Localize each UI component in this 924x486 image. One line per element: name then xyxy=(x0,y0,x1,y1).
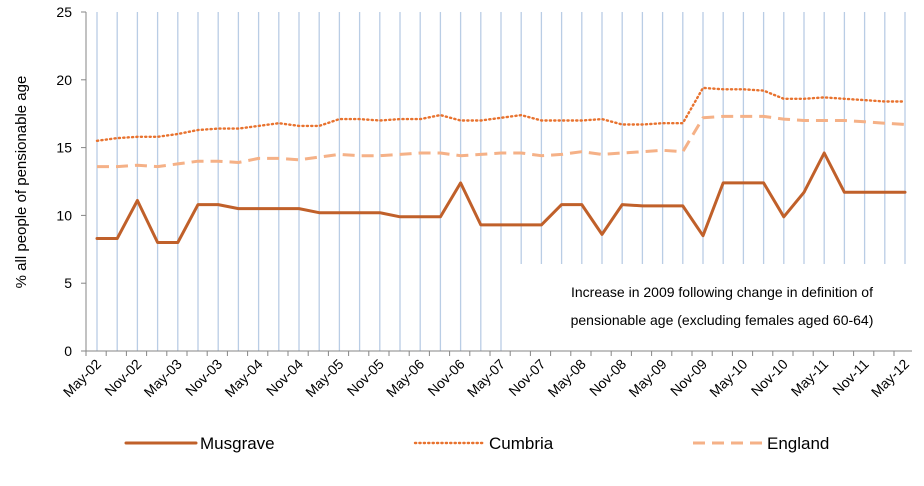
y-tick-label: 10 xyxy=(56,207,72,223)
x-ticks: May-02Nov-02May-03Nov-03May-04Nov-04May-… xyxy=(60,351,912,400)
x-tick-label: May-04 xyxy=(221,356,265,400)
y-tick-label: 0 xyxy=(64,343,72,359)
x-tick-label: Nov-08 xyxy=(586,356,629,399)
legend-label-cumbria: Cumbria xyxy=(489,434,554,453)
x-tick-label: Nov-11 xyxy=(829,356,872,399)
series-line-england xyxy=(97,114,906,169)
legend-label-england: England xyxy=(767,434,829,453)
legend: Musgrave Cumbria England xyxy=(124,434,829,453)
y-tick-label: 25 xyxy=(56,4,72,20)
x-tick-label: Nov-02 xyxy=(101,356,144,399)
x-tick-label: May-12 xyxy=(868,356,912,400)
x-tick-label: Nov-04 xyxy=(263,356,306,399)
annotation-line-1: Increase in 2009 following change in def… xyxy=(571,284,873,300)
x-tick-label: Nov-09 xyxy=(667,356,710,399)
annotation-line-2: pensionable age (excluding females aged … xyxy=(571,312,874,328)
y-ticks: 0 5 10 15 20 25 xyxy=(56,4,86,359)
x-tick-label: May-11 xyxy=(788,356,832,400)
y-tick-label: 5 xyxy=(64,275,72,291)
y-tick-label: 15 xyxy=(56,140,72,156)
x-tick-label: May-05 xyxy=(302,356,346,400)
x-tick-label: Nov-07 xyxy=(505,356,548,399)
y-axis-title: % all people of pensionable age xyxy=(13,76,30,289)
annotation: Increase in 2009 following change in def… xyxy=(571,284,874,328)
x-tick-label: Nov-06 xyxy=(424,356,467,399)
x-tick-label: Nov-05 xyxy=(344,356,387,399)
x-tick-label: Nov-03 xyxy=(182,356,225,399)
x-tick-label: May-02 xyxy=(60,356,104,400)
vertical-gridlines xyxy=(96,12,906,351)
series-line-cumbria xyxy=(95,86,907,143)
series-lines xyxy=(95,86,907,244)
x-tick-label: Nov-10 xyxy=(748,356,791,399)
legend-label-musgrave: Musgrave xyxy=(200,434,275,453)
x-tick-label: May-03 xyxy=(141,356,185,400)
x-tick-label: May-10 xyxy=(706,356,750,400)
series-line-musgrave xyxy=(95,151,907,244)
x-tick-label: May-09 xyxy=(625,356,669,400)
axes xyxy=(85,12,912,352)
y-tick-label: 20 xyxy=(56,72,72,88)
x-tick-label: May-06 xyxy=(383,356,427,400)
x-tick-label: May-08 xyxy=(545,356,589,400)
x-tick-label: May-07 xyxy=(464,356,508,400)
